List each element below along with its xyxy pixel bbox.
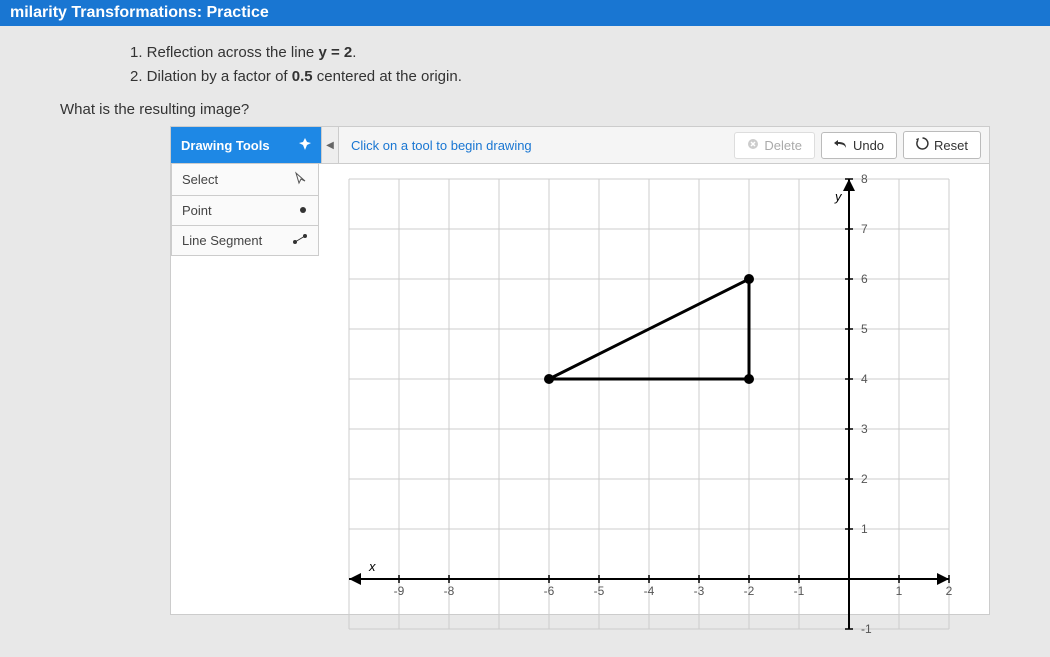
svg-text:2: 2 bbox=[861, 472, 868, 486]
reset-button[interactable]: Reset bbox=[903, 131, 981, 159]
svg-text:y: y bbox=[834, 189, 843, 204]
instr1-prefix: 1. Reflection across the line bbox=[130, 44, 318, 61]
svg-text:x: x bbox=[368, 559, 376, 574]
tool-point[interactable]: Point bbox=[171, 196, 319, 226]
drawing-canvas[interactable]: -9-8-6-5-4-3-2-112-112345678xy bbox=[319, 164, 989, 614]
question-text: What is the resulting image? bbox=[60, 101, 1030, 118]
drawing-workspace: Drawing Tools ◀ Click on a tool to begin… bbox=[170, 126, 990, 615]
title-bar: milarity Transformations: Practice bbox=[0, 0, 1050, 26]
instructions: 1. Reflection across the line y = 2. 2. … bbox=[130, 41, 1030, 89]
svg-text:2: 2 bbox=[946, 584, 953, 598]
svg-text:-5: -5 bbox=[594, 584, 605, 598]
undo-button[interactable]: Undo bbox=[821, 132, 897, 159]
point-icon bbox=[298, 203, 308, 218]
svg-text:-3: -3 bbox=[694, 584, 705, 598]
instr2-bold: 0.5 bbox=[292, 68, 313, 85]
undo-label: Undo bbox=[853, 138, 884, 153]
tool-select[interactable]: Select bbox=[171, 164, 319, 196]
instruction-line-1: 1. Reflection across the line y = 2. bbox=[130, 41, 1030, 65]
svg-text:-8: -8 bbox=[444, 584, 455, 598]
svg-text:1: 1 bbox=[896, 584, 903, 598]
cursor-icon bbox=[294, 171, 308, 188]
svg-text:7: 7 bbox=[861, 222, 868, 236]
undo-icon bbox=[834, 138, 848, 153]
segment-icon bbox=[292, 233, 308, 248]
svg-text:-1: -1 bbox=[794, 584, 805, 598]
instr1-bold: y = 2 bbox=[318, 44, 352, 61]
tool-list: Select Point Line Segment bbox=[171, 164, 319, 614]
reset-icon bbox=[916, 137, 929, 153]
tool-label: Select bbox=[182, 172, 218, 187]
toolbar: Drawing Tools ◀ Click on a tool to begin… bbox=[171, 127, 989, 164]
collapse-toggle[interactable]: ◀ bbox=[321, 127, 339, 163]
delete-button[interactable]: Delete bbox=[734, 132, 815, 159]
instr2-suffix: centered at the origin. bbox=[313, 68, 462, 85]
reset-label: Reset bbox=[934, 138, 968, 153]
tools-header[interactable]: Drawing Tools bbox=[171, 127, 321, 163]
svg-text:3: 3 bbox=[861, 422, 868, 436]
instr2-prefix: 2. Dilation by a factor of bbox=[130, 68, 292, 85]
svg-text:-6: -6 bbox=[544, 584, 555, 598]
svg-text:-2: -2 bbox=[744, 584, 755, 598]
svg-text:8: 8 bbox=[861, 172, 868, 186]
svg-text:-1: -1 bbox=[861, 622, 872, 634]
delete-icon bbox=[747, 138, 759, 153]
workspace-body: Select Point Line Segment bbox=[171, 164, 989, 614]
pin-icon bbox=[299, 138, 311, 153]
hint-text: Click on a tool to begin drawing bbox=[339, 127, 726, 163]
svg-text:4: 4 bbox=[861, 372, 868, 386]
tool-line-segment[interactable]: Line Segment bbox=[171, 226, 319, 256]
content-area: 1. Reflection across the line y = 2. 2. … bbox=[0, 26, 1050, 615]
svg-text:-4: -4 bbox=[644, 584, 655, 598]
chevron-left-icon: ◀ bbox=[326, 140, 334, 151]
svg-text:6: 6 bbox=[861, 272, 868, 286]
tools-header-label: Drawing Tools bbox=[181, 138, 270, 153]
instruction-line-2: 2. Dilation by a factor of 0.5 centered … bbox=[130, 65, 1030, 89]
coordinate-grid: -9 -8 -6 -5 -4 -3 -2 -1 1 2 -1 1 2 3 4 5 6 7 8 x y bbox=[319, 164, 989, 634]
delete-label: Delete bbox=[764, 138, 802, 153]
action-buttons: Delete Undo Reset bbox=[726, 127, 989, 163]
svg-text:1: 1 bbox=[861, 522, 868, 536]
instr1-suffix: . bbox=[352, 44, 356, 61]
tool-label: Line Segment bbox=[182, 233, 262, 248]
svg-text:5: 5 bbox=[861, 322, 868, 336]
svg-text:-9: -9 bbox=[394, 584, 405, 598]
tool-label: Point bbox=[182, 203, 212, 218]
